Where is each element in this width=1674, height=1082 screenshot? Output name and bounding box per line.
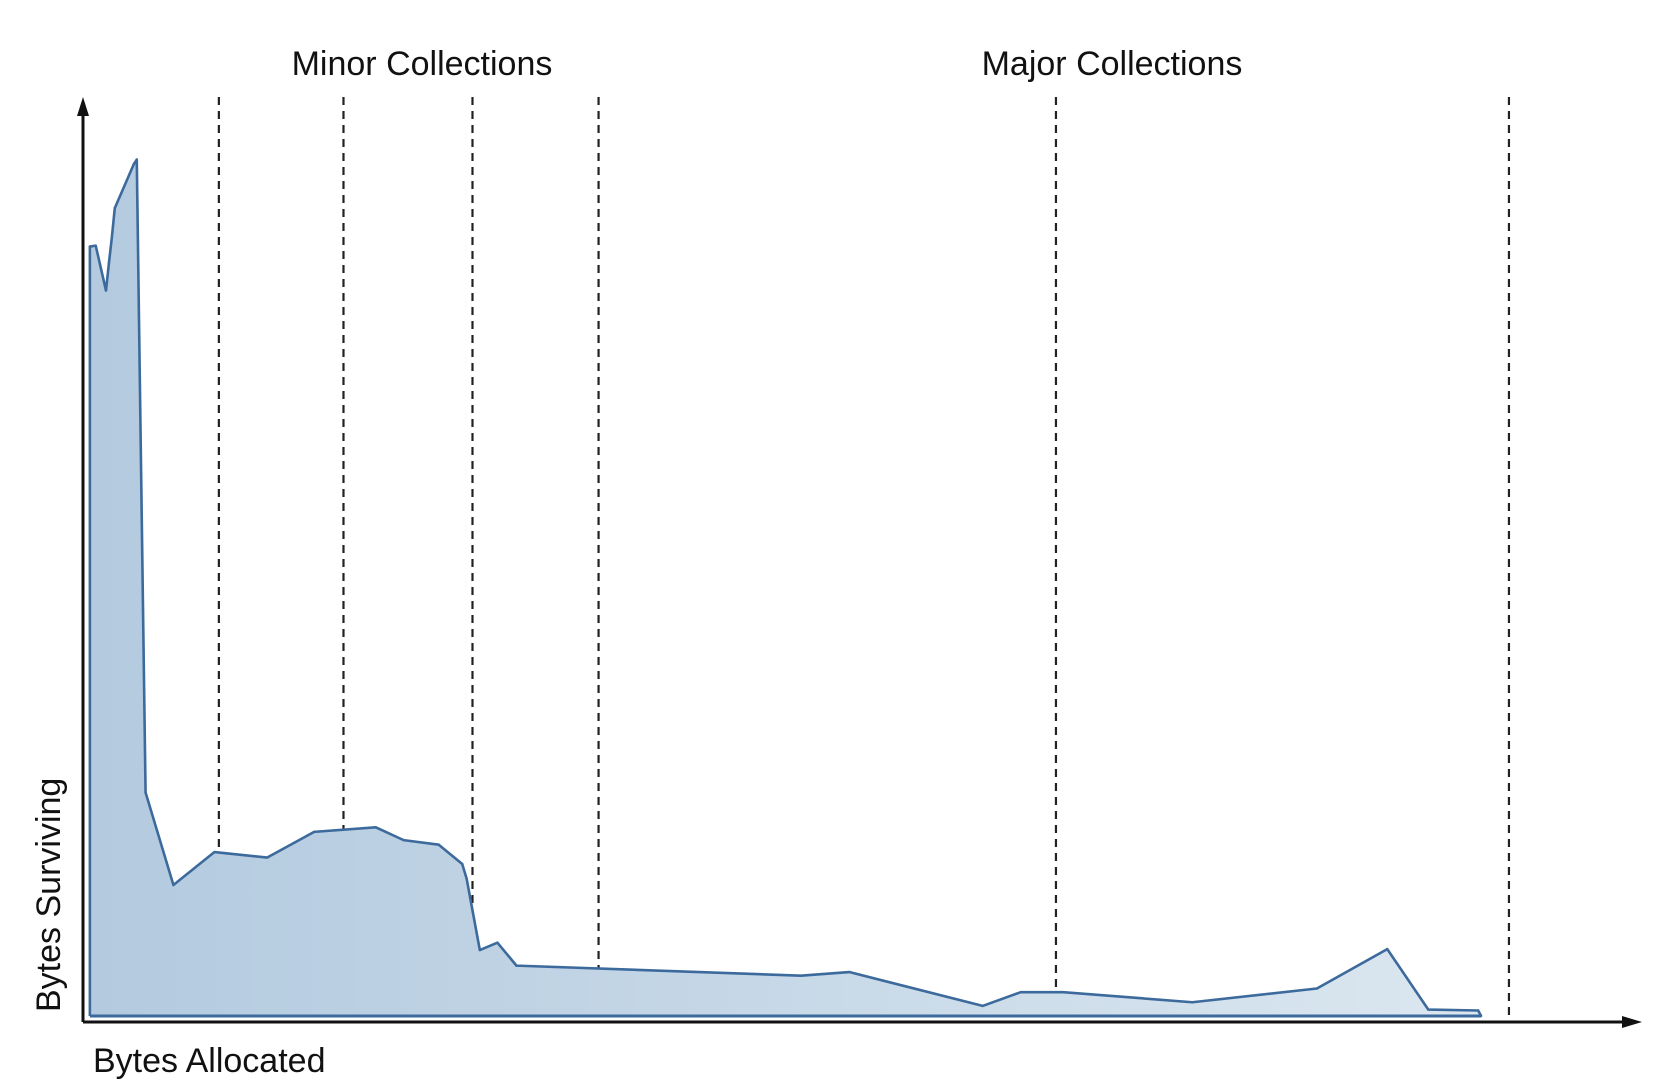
data-point-23 xyxy=(848,970,851,974)
x-axis-label: Bytes Allocated xyxy=(93,1042,325,1080)
x-axis-arrowhead xyxy=(1622,1016,1642,1028)
data-point-7 xyxy=(132,162,136,166)
data-point-4 xyxy=(107,261,111,265)
data-point-17 xyxy=(461,862,464,866)
data-point-5 xyxy=(110,236,114,239)
data-point-30 xyxy=(1427,1008,1430,1011)
plot-area xyxy=(88,158,1483,1018)
data-point-31 xyxy=(1476,1009,1480,1012)
data-point-1 xyxy=(88,245,92,248)
data-point-29 xyxy=(1386,947,1389,951)
axes xyxy=(77,97,1642,1028)
data-point-12 xyxy=(266,856,269,859)
data-point-15 xyxy=(402,838,405,842)
data-point-8 xyxy=(135,158,138,161)
y-axis-label: Bytes Surviving xyxy=(30,778,68,1012)
section-label-major: Major Collections xyxy=(982,45,1243,83)
surviving-area-fill xyxy=(89,159,1482,1017)
data-point-2 xyxy=(94,244,97,247)
data-point-11 xyxy=(213,850,216,854)
y-axis-arrowhead xyxy=(77,97,89,116)
data-point-32 xyxy=(1479,1014,1483,1018)
data-point-26 xyxy=(1062,990,1065,994)
data-point-27 xyxy=(1191,1001,1194,1004)
data-point-25 xyxy=(1019,990,1022,994)
data-point-22 xyxy=(799,974,803,977)
data-point-9 xyxy=(144,791,147,794)
data-point-6 xyxy=(113,206,116,210)
data-point-18 xyxy=(465,877,468,880)
data-point-13 xyxy=(312,830,316,834)
data-point-28 xyxy=(1315,987,1319,990)
section-label-minor: Minor Collections xyxy=(292,45,553,83)
data-point-16 xyxy=(437,843,440,846)
data-point-21 xyxy=(515,964,518,967)
data-point-19 xyxy=(478,948,482,952)
data-point-14 xyxy=(374,826,377,829)
data-point-3 xyxy=(104,289,108,292)
data-point-24 xyxy=(981,1004,984,1008)
data-point-20 xyxy=(496,941,499,944)
data-point-10 xyxy=(172,883,175,887)
